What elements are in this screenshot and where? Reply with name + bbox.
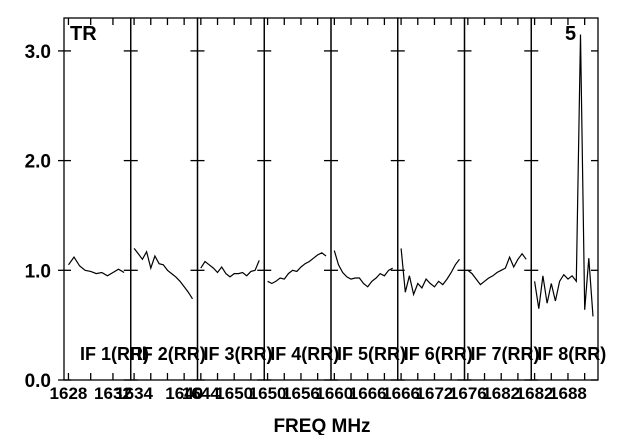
panel-label: IF 4(RR) (270, 344, 339, 364)
x-tick-label: 1640 (165, 384, 203, 403)
panel-label: IF 7(RR) (471, 344, 540, 364)
series-line (333, 250, 393, 288)
panel-frame (463, 17, 532, 381)
panel-1: 1628 1632 IF 1(RR) (50, 17, 149, 403)
panel-frame (263, 17, 332, 381)
x-tick-label: 1628 (50, 384, 88, 403)
panel-frame (330, 17, 399, 381)
series-line (68, 256, 125, 277)
y-tick-label: 0.0 (25, 371, 51, 392)
panel-label: IF 5(RR) (337, 344, 406, 364)
x-tick-label: 1634 (115, 384, 153, 403)
x-tick-label: 1660 (315, 384, 353, 403)
panel-frame (397, 17, 466, 381)
x-tick-label: 1688 (549, 384, 587, 403)
corner-left-label: TR (70, 23, 97, 45)
series-line (400, 248, 460, 297)
corner-right-label: 5 (565, 23, 576, 45)
y-tick-label: 2.0 (25, 152, 51, 173)
series-line (133, 248, 194, 300)
series-line (467, 252, 527, 286)
panel-label: IF 3(RR) (204, 344, 273, 364)
y-tick-label: 3.0 (25, 42, 51, 63)
x-tick-label: 1682 (482, 384, 520, 403)
series-line (534, 34, 594, 317)
panel-2: 1634 1640 IF 2(RR) (115, 17, 206, 403)
x-tick-label: 1682 (516, 384, 554, 403)
x-tick-label: 1650 (215, 384, 253, 403)
y-axis: 0.0 1.0 2.0 3.0 (25, 42, 64, 392)
series-line (200, 260, 260, 278)
panel-label: IF 2(RR) (137, 344, 206, 364)
series-line (267, 252, 327, 285)
x-tick-label: 1672 (416, 384, 454, 403)
panel-frame (530, 17, 599, 381)
panel-frame (130, 17, 199, 381)
y-tick-label: 1.0 (25, 261, 51, 282)
x-tick-label: 1676 (449, 384, 487, 403)
x-tick-label: 1632 (94, 384, 132, 403)
x-tick-label: 1650 (249, 384, 287, 403)
x-tick-label: 1666 (349, 384, 387, 403)
x-axis-title: FREQ MHz (273, 416, 370, 435)
x-tick-label: 1656 (282, 384, 320, 403)
panel-label: IF 6(RR) (404, 344, 473, 364)
x-tick-label: 1644 (182, 384, 220, 403)
panel-label: IF 8(RR) (537, 344, 606, 364)
x-tick-label: 1666 (382, 384, 420, 403)
panel-frame (196, 17, 265, 381)
panel-frame (63, 17, 132, 381)
panel-label: IF 1(RR) (80, 344, 149, 364)
